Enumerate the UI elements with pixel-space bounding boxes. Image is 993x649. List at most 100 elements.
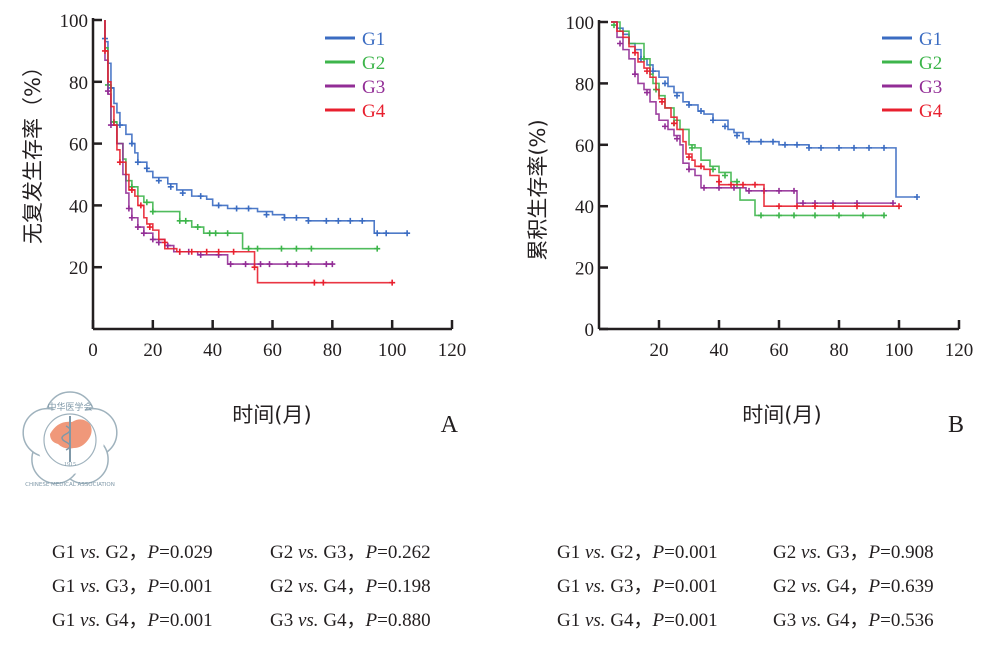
censor-mark	[758, 138, 764, 145]
pvalue-comparison: G1 vs. G2，P=0.029	[52, 542, 213, 563]
censor-mark	[746, 138, 752, 145]
y-tick-label: 80	[575, 74, 594, 95]
censor-mark	[728, 181, 734, 188]
series-G1	[611, 21, 920, 200]
pvalue-comparison: G2 vs. G3，P=0.908	[773, 542, 934, 563]
censor-mark	[359, 217, 366, 224]
x-tick-label: 60	[263, 340, 282, 361]
censor-mark	[101, 47, 108, 54]
pvalue-comparison: G1 vs. G4，P=0.001	[557, 610, 718, 631]
y-tick-label: 100	[566, 13, 595, 34]
logo-inner-ring	[43, 413, 97, 467]
censor-mark	[860, 212, 866, 219]
pvalue-comparison: G3 vs. G4，P=0.880	[270, 610, 431, 631]
censor-mark	[245, 205, 252, 212]
censor-mark	[335, 217, 342, 224]
censor-mark	[206, 230, 213, 237]
censor-mark	[662, 80, 668, 87]
pvalue-table-A: G1 vs. G2，P=0.029 G2 vs. G3，P=0.262 G1 vs.…	[52, 542, 431, 631]
censor-mark	[701, 184, 707, 191]
censor-mark	[671, 120, 677, 127]
censor-mark	[881, 144, 887, 151]
x-tick-label: 40	[203, 340, 222, 361]
censor-mark	[659, 98, 665, 105]
censor-mark	[731, 184, 737, 191]
censor-mark	[752, 181, 758, 188]
censor-mark	[641, 55, 647, 62]
censor-mark	[305, 217, 312, 224]
snake-icon	[61, 425, 71, 451]
censor-mark	[851, 144, 857, 151]
censor-mark	[293, 214, 300, 221]
censor-mark	[263, 211, 270, 218]
censor-mark	[644, 68, 650, 75]
censor-mark	[800, 200, 806, 207]
censor-mark	[347, 217, 354, 224]
censor-mark	[650, 68, 656, 75]
censor-mark	[107, 122, 114, 129]
legend-label-G4: G4	[919, 101, 943, 122]
pvalue-comparison: G2 vs. G4，P=0.198	[270, 576, 431, 597]
censor-mark	[383, 230, 390, 237]
censor-mark	[212, 230, 219, 237]
censor-mark	[293, 261, 300, 268]
censor-mark	[182, 217, 189, 224]
y-tick-label: 20	[575, 259, 594, 280]
censor-mark	[710, 117, 716, 124]
censor-mark	[245, 245, 252, 252]
censor-mark	[662, 123, 668, 130]
x-tick-label: 20	[143, 340, 162, 361]
survival-curve-G1	[104, 20, 408, 235]
censor-mark	[830, 203, 836, 210]
y-tick-label: 100	[60, 11, 89, 32]
pvalue-comparison: G1 vs. G3，P=0.001	[557, 576, 718, 597]
censor-mark	[194, 224, 201, 231]
y-tick-label: 40	[69, 196, 88, 217]
censor-mark	[149, 236, 156, 243]
censor-mark	[776, 203, 782, 210]
y-tick-label: 20	[69, 258, 88, 279]
censor-mark	[896, 203, 902, 210]
censor-mark	[734, 132, 740, 139]
censor-mark	[134, 224, 141, 231]
censor-mark	[140, 230, 147, 237]
survival-curve-G4	[611, 21, 899, 207]
censor-mark	[686, 166, 692, 173]
censor-mark	[266, 261, 273, 268]
x-tick-label: 0	[88, 340, 98, 361]
pvalue-comparison: G2 vs. G3，P=0.262	[270, 542, 431, 563]
censor-mark	[128, 140, 135, 147]
censor-mark	[197, 251, 204, 258]
censor-mark	[137, 202, 144, 209]
censor-mark	[644, 89, 650, 96]
logo-text-en: CHINESE MEDICAL ASSOCIATION	[25, 482, 115, 488]
chart-B: 20 40 60 80 100 120 0 20 40 60 80 100 累积生存率(%) 时间(月) B…	[526, 13, 973, 438]
censor-mark	[758, 212, 764, 219]
censor-mark	[881, 212, 887, 219]
censor-mark	[914, 193, 920, 200]
pvalue-comparison: G1 vs. G2，P=0.001	[557, 542, 718, 563]
legend-label-G4: G4	[362, 101, 386, 122]
series-G3	[104, 20, 336, 268]
censor-mark	[278, 245, 285, 252]
censor-mark	[722, 172, 728, 179]
logo-year: 1915	[64, 462, 76, 468]
censor-mark	[632, 71, 638, 78]
censor-mark	[806, 144, 812, 151]
survival-curve-G1	[611, 21, 917, 198]
censor-mark	[116, 122, 123, 129]
x-tick-label: 40	[710, 340, 729, 361]
y-axis-label: 无复发生存率（%）	[21, 56, 45, 244]
censor-mark	[689, 144, 695, 151]
censor-mark	[794, 203, 800, 210]
censor-mark	[776, 187, 782, 194]
censor-mark	[161, 239, 168, 246]
censor-mark	[740, 181, 746, 188]
x-tick-label: 120	[945, 340, 974, 361]
series-G4	[611, 21, 902, 210]
censor-mark	[125, 205, 132, 212]
censor-mark	[776, 212, 782, 219]
censor-mark	[323, 261, 330, 268]
